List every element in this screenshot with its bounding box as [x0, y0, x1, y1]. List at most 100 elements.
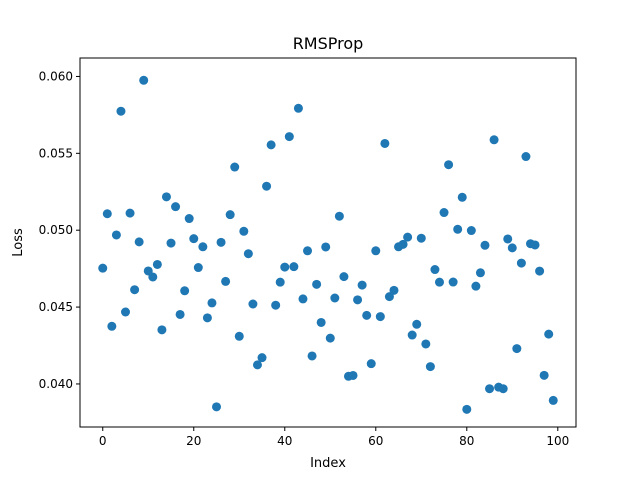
data-point — [539, 370, 549, 380]
chart-title: RMSProp — [293, 34, 364, 53]
data-point — [139, 75, 149, 85]
data-point — [398, 239, 408, 249]
data-point — [116, 106, 126, 116]
data-point — [334, 211, 344, 221]
data-point — [134, 237, 144, 247]
data-point — [148, 272, 158, 282]
y-tick-label: 0.040 — [39, 377, 73, 391]
data-point — [207, 298, 217, 308]
data-point — [444, 160, 454, 170]
data-point — [248, 299, 258, 309]
data-point — [380, 138, 390, 148]
data-point — [434, 277, 444, 287]
data-point — [516, 258, 526, 268]
data-point — [503, 234, 513, 244]
data-point — [521, 152, 531, 162]
data-point — [189, 234, 199, 244]
data-point — [184, 214, 194, 224]
data-point — [221, 276, 231, 286]
data-point — [284, 132, 294, 142]
data-point — [230, 162, 240, 172]
data-point — [498, 384, 508, 394]
data-point — [535, 266, 545, 276]
data-point — [130, 285, 140, 295]
data-point — [375, 312, 385, 322]
data-point — [339, 272, 349, 282]
data-point — [457, 192, 467, 202]
plot-area — [79, 57, 577, 428]
data-point — [98, 263, 108, 273]
y-tick-label: 0.050 — [39, 223, 73, 237]
data-point — [430, 265, 440, 275]
data-point — [548, 395, 558, 405]
data-point — [316, 317, 326, 327]
data-point — [216, 237, 226, 247]
x-tick-label: 0 — [99, 434, 107, 448]
data-point — [125, 208, 135, 218]
data-point — [471, 281, 481, 291]
data-point — [489, 135, 499, 145]
x-tick-label: 40 — [277, 434, 292, 448]
data-point — [307, 351, 317, 361]
data-point — [243, 249, 253, 259]
data-point — [280, 262, 290, 272]
data-point — [416, 233, 426, 243]
data-point — [257, 353, 267, 363]
data-point — [193, 263, 203, 273]
data-point — [266, 140, 276, 150]
data-point — [152, 259, 162, 269]
data-point — [212, 402, 222, 412]
data-point — [425, 362, 435, 372]
data-point — [234, 331, 244, 341]
data-point — [421, 339, 431, 349]
data-point — [466, 226, 476, 236]
data-point — [225, 210, 235, 220]
y-tick-label: 0.060 — [39, 69, 73, 83]
data-point — [289, 262, 299, 272]
data-point — [252, 360, 262, 370]
data-point — [321, 242, 331, 252]
data-point — [180, 286, 190, 296]
data-point — [102, 209, 112, 219]
data-point — [371, 246, 381, 256]
data-point — [175, 309, 185, 319]
y-tick-label: 0.045 — [39, 300, 73, 314]
data-point — [111, 230, 121, 240]
data-point — [403, 232, 413, 242]
x-axis: 0 20 40 60 80 100 — [99, 427, 569, 448]
data-point — [512, 344, 522, 354]
data-point — [171, 202, 181, 212]
data-point — [107, 321, 117, 331]
data-point — [202, 313, 212, 323]
data-point — [412, 319, 422, 329]
data-point — [544, 329, 554, 339]
data-point — [407, 330, 417, 340]
data-point — [357, 280, 367, 290]
data-point — [330, 293, 340, 303]
data-point — [462, 404, 472, 414]
data-point — [157, 325, 167, 335]
data-point — [198, 242, 208, 252]
data-point — [389, 285, 399, 295]
data-point — [353, 295, 363, 305]
data-point — [166, 238, 176, 248]
data-point — [298, 294, 308, 304]
data-point — [348, 370, 358, 380]
y-axis-label: Loss — [11, 228, 26, 257]
points-layer — [98, 75, 558, 414]
data-point — [530, 240, 540, 250]
data-point — [448, 277, 458, 287]
data-point — [384, 292, 394, 302]
data-point — [366, 359, 376, 369]
data-point — [239, 226, 249, 236]
data-point — [453, 224, 463, 234]
data-point — [161, 192, 171, 202]
data-point — [275, 277, 285, 287]
x-tick-label: 60 — [368, 434, 383, 448]
data-point — [271, 300, 281, 310]
data-point — [262, 181, 272, 191]
data-point — [312, 279, 322, 289]
data-point — [303, 246, 313, 256]
data-point — [475, 268, 485, 278]
